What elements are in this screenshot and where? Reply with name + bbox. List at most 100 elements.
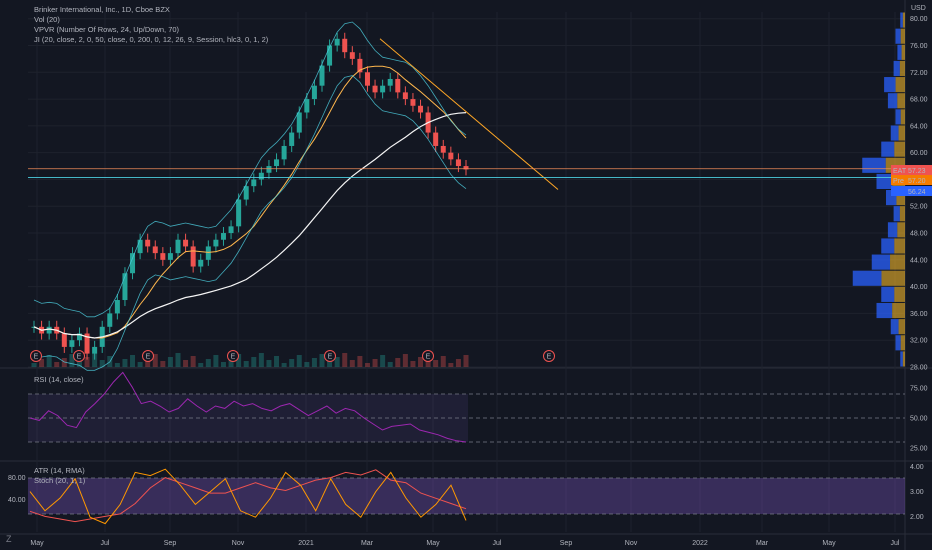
volume-bar — [69, 354, 75, 367]
vpvr-bar-down — [898, 319, 905, 335]
vpvr-bar-up — [893, 206, 900, 222]
price-label-box — [891, 186, 932, 196]
x-tick-label: May — [822, 540, 836, 547]
candle-body — [433, 132, 439, 146]
x-tick-label: Mar — [756, 540, 769, 547]
y-tick-label: 40.00 — [910, 284, 928, 291]
y-tick-label: 72.00 — [910, 70, 928, 77]
vpvr-bar-up — [890, 319, 899, 335]
vpvr-bar-down — [894, 286, 905, 302]
vpvr-bar-up — [887, 93, 898, 109]
earnings-marker-label: E — [328, 354, 333, 361]
atr-stoch-pane — [28, 468, 905, 525]
volume-bar — [122, 359, 128, 367]
vpvr-bar-up — [862, 157, 886, 173]
stoch-line — [29, 468, 467, 525]
earnings-marker — [324, 350, 336, 362]
volume-bar — [130, 355, 136, 367]
vpvr-bar-down — [899, 206, 905, 222]
candle-body — [152, 246, 158, 254]
x-tick-label: Nov — [232, 540, 245, 547]
y-tick-label: 68.00 — [910, 97, 928, 104]
earnings-marker-label: E — [34, 354, 39, 361]
price-label-value: 57.23 — [908, 168, 926, 175]
volume-bar — [243, 361, 249, 367]
earnings-marker — [227, 350, 239, 362]
candle-body — [236, 199, 242, 227]
vpvr-bar-down — [890, 254, 905, 270]
candle-body — [228, 226, 234, 234]
volume-bar — [258, 353, 264, 367]
x-tick-label: 2022 — [692, 540, 708, 547]
volume-bar — [357, 356, 363, 367]
candle-body — [213, 239, 219, 247]
y-tick-label: 32.00 — [910, 338, 928, 345]
candle-body — [183, 239, 189, 247]
rsi-line — [29, 371, 467, 443]
candle-body — [334, 38, 340, 46]
candle-body — [448, 152, 454, 160]
vpvr-bar-down — [900, 109, 905, 125]
y-tick-label: 48.00 — [910, 231, 928, 238]
rsi-pane — [28, 371, 905, 443]
y-tick-label: 52.00 — [910, 204, 928, 211]
timezone-icon[interactable]: Z — [6, 534, 12, 544]
volume-bar — [440, 356, 446, 367]
stoch-title: Stoch (20, 1, 1) — [34, 476, 86, 485]
candle-body — [289, 132, 295, 146]
candle-body — [190, 246, 196, 267]
vpvr-bar-up — [895, 28, 901, 44]
vpvr-bar-up — [887, 222, 898, 238]
candle-body — [76, 333, 82, 341]
volume-bar — [364, 363, 370, 367]
candle-body — [107, 313, 113, 327]
volume-bar — [54, 362, 60, 367]
earnings-marker-label: E — [426, 354, 431, 361]
vpvr-bar-down — [895, 77, 905, 93]
candle-body — [274, 159, 280, 167]
volume-bar — [190, 356, 196, 367]
ma50-line — [33, 65, 467, 339]
volume-bar — [39, 359, 45, 367]
vpvr-bar-up — [900, 12, 903, 28]
candle-body — [387, 78, 393, 86]
candle-body — [92, 346, 98, 354]
volume-bar — [304, 362, 310, 367]
y-tick-label: 28.00 — [910, 365, 928, 372]
volume-bar — [410, 361, 416, 367]
volume-bar — [289, 359, 295, 367]
volume-bar — [236, 354, 242, 367]
candle-body — [243, 186, 249, 200]
vpvr-bar-down — [897, 222, 905, 238]
volume-bar — [296, 355, 302, 367]
vpvr-bar-up — [897, 44, 902, 60]
volume-bar — [311, 358, 317, 367]
vpvr-bar-up — [893, 60, 900, 77]
stoch-tick-label: 40.00 — [8, 497, 26, 504]
volume-bar — [433, 360, 439, 367]
vpvr-bar-up — [895, 109, 901, 125]
candle-body — [281, 145, 287, 160]
volume-bar — [228, 358, 234, 367]
volume-bar — [418, 357, 424, 367]
candle-body — [342, 38, 348, 53]
volume-bar — [319, 354, 325, 367]
rsi-tick-label: 75.00 — [910, 386, 928, 393]
earnings-marker-label: E — [231, 354, 236, 361]
candle-body — [349, 52, 355, 59]
earnings-marker-label: E — [547, 354, 552, 361]
ma200-line — [33, 112, 467, 339]
y-tick-label: 36.00 — [910, 311, 928, 318]
vpvr-bar-up — [890, 125, 899, 141]
earnings-marker-label: E — [146, 354, 151, 361]
candle-body — [440, 145, 446, 153]
vpvr-bar-up — [886, 190, 897, 206]
candle-body — [410, 99, 416, 106]
candle-body — [311, 85, 317, 100]
candle-body — [395, 78, 401, 93]
vpvr-bar-up — [881, 141, 895, 157]
volume-bar — [145, 358, 151, 367]
vpvr-bar-down — [899, 60, 905, 77]
price-label-value: 56.24 — [908, 189, 926, 196]
